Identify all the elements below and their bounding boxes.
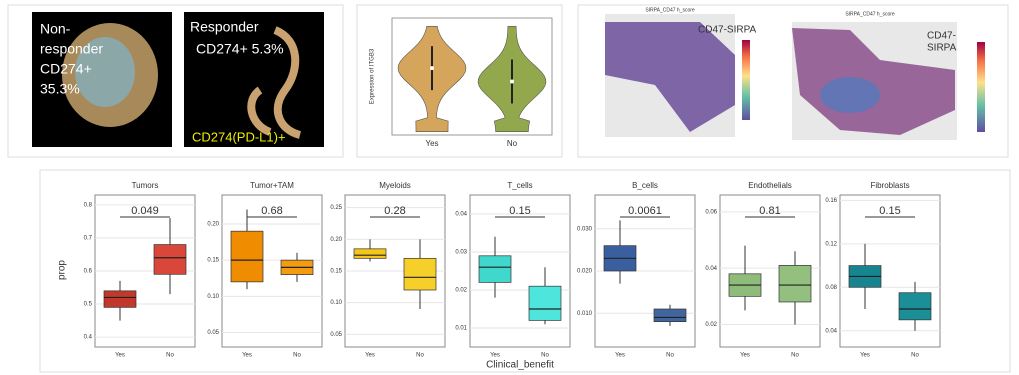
- y-axis-label: Expression of ITGB3: [370, 48, 376, 104]
- box: [354, 249, 386, 258]
- y-tick-label: 0.10: [207, 294, 219, 300]
- x-tick-label: No: [666, 353, 674, 359]
- y-tick-label: 0.06: [705, 209, 717, 215]
- y-tick-label: 0.20: [207, 222, 219, 228]
- median-point: [430, 66, 434, 70]
- y-tick-label: 0.04: [825, 328, 837, 334]
- y-tick-label: 0.020: [577, 269, 593, 275]
- y-tick-label: 0.25: [330, 205, 342, 211]
- y-tick-label: 0.04: [705, 266, 717, 272]
- y-tick-label: 0.02: [705, 322, 717, 328]
- box: [404, 258, 436, 290]
- x-tick-label: No: [166, 353, 174, 359]
- x-tick-label: Yes: [242, 353, 252, 359]
- image-label: responder: [40, 41, 103, 57]
- box: [154, 245, 186, 275]
- x-tick-label: No: [293, 353, 301, 359]
- image-label: Responder: [190, 19, 259, 35]
- image-label: Non-: [40, 21, 71, 37]
- y-tick-label: 0.15: [330, 269, 342, 275]
- y-tick-label: 0.7: [84, 236, 93, 242]
- y-tick-label: 0.8: [84, 202, 93, 208]
- chart-title: Tumors: [132, 181, 159, 190]
- chart-title: Endothelials: [748, 181, 792, 190]
- p-value: 0.0061: [628, 205, 662, 217]
- box: [529, 286, 561, 320]
- x-tick-label: Yes: [425, 139, 438, 148]
- image-label: CD274+ 5.3%: [196, 41, 284, 57]
- x-tick-label: No: [791, 353, 799, 359]
- p-value: 0.81: [759, 205, 780, 217]
- y-tick-label: 0.4: [84, 335, 93, 341]
- y-tick-label: 0.6: [84, 269, 93, 275]
- y-tick-label: 0.05: [330, 332, 342, 338]
- x-axis-label: Clinical_benefit: [486, 360, 554, 371]
- x-tick-label: Yes: [365, 353, 375, 359]
- colorbar: [977, 42, 985, 132]
- box: [231, 231, 263, 282]
- marker-label: CD274(PD-L1)+: [192, 129, 286, 144]
- y-tick-label: 0.01: [455, 326, 467, 332]
- y-tick-label: 0.5: [84, 302, 93, 308]
- x-tick-label: Yes: [860, 353, 870, 359]
- image-label: 35.3%: [40, 81, 80, 97]
- image-title: SIRPA_CD47 h_score: [645, 7, 695, 13]
- x-tick-label: No: [541, 353, 549, 359]
- x-tick-label: Yes: [740, 353, 750, 359]
- median-point: [510, 80, 514, 84]
- figure: Non-responder CD274+ 35.3% Responder CD274+ …: [0, 0, 1019, 375]
- box: [479, 256, 511, 283]
- image-label: CD47-SIRPA: [698, 25, 756, 36]
- tissue: [820, 77, 880, 113]
- chart-title: Fibroblasts: [870, 181, 909, 190]
- y-tick-label: 0.20: [330, 237, 342, 243]
- box: [899, 293, 931, 320]
- y-tick-label: 0.16: [825, 198, 837, 204]
- x-tick-label: Yes: [615, 353, 625, 359]
- p-value: 0.28: [384, 205, 405, 217]
- box: [654, 309, 686, 322]
- box: [779, 265, 811, 302]
- x-tick-label: No: [416, 353, 424, 359]
- chart-title: T_cells: [507, 181, 532, 190]
- y-tick-label: 0.12: [825, 241, 837, 247]
- chart-title: Myeloids: [379, 181, 411, 190]
- chart-title: Tumor+TAM: [250, 181, 294, 190]
- x-tick-label: Yes: [490, 353, 500, 359]
- p-value: 0.68: [261, 205, 282, 217]
- box: [104, 291, 136, 308]
- y-axis-label: prop: [57, 260, 68, 280]
- y-tick-label: 0.03: [455, 250, 467, 256]
- y-tick-label: 0.04: [455, 212, 467, 218]
- p-value: 0.15: [509, 205, 530, 217]
- image-title: SIRPA_CD47 h_score: [845, 11, 895, 17]
- y-tick-label: 0.02: [455, 288, 467, 294]
- colorbar: [742, 40, 750, 120]
- y-tick-label: 0.010: [577, 311, 593, 317]
- y-tick-label: 0.08: [825, 285, 837, 291]
- p-value: 0.15: [879, 205, 900, 217]
- y-tick-label: 0.030: [577, 226, 593, 232]
- y-tick-label: 0.10: [330, 300, 342, 306]
- image-label: CD47-: [927, 31, 956, 42]
- p-value: 0.049: [131, 205, 159, 217]
- image-label: CD274+: [40, 61, 92, 77]
- image-label: SIRPA: [927, 43, 957, 54]
- y-tick-label: 0.05: [207, 330, 219, 336]
- x-tick-label: No: [507, 139, 518, 148]
- x-tick-label: No: [911, 353, 919, 359]
- x-tick-label: Yes: [115, 353, 125, 359]
- y-tick-label: 0.15: [207, 258, 219, 264]
- chart-title: B_cells: [632, 181, 658, 190]
